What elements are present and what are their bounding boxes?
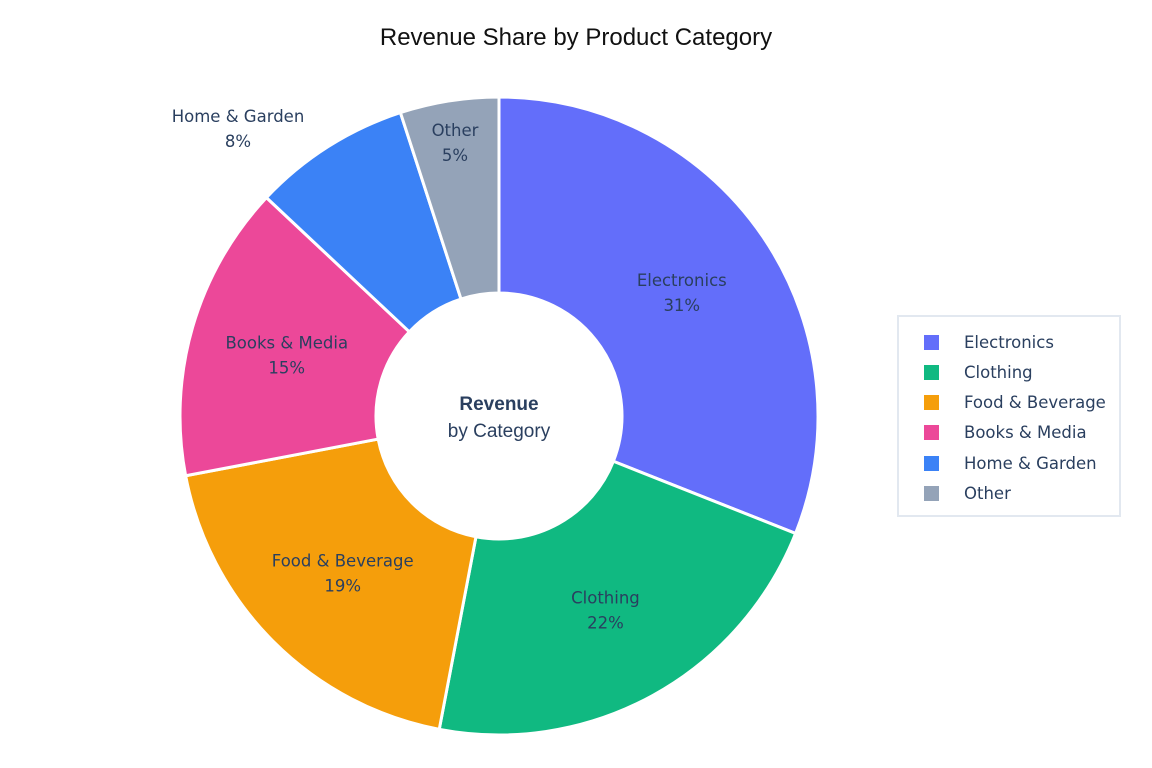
slice-label-name: Electronics — [637, 271, 727, 290]
legend-label: Clothing — [964, 362, 1033, 382]
slice-label-percent: 5% — [442, 146, 468, 165]
slice-label-percent: 31% — [663, 296, 700, 315]
legend-item-home-garden[interactable]: Home & Garden — [899, 451, 1097, 475]
legend-swatch — [924, 334, 939, 350]
legend-label: Electronics — [964, 332, 1054, 352]
slice-food-beverage[interactable] — [183, 437, 478, 732]
slice-electronics[interactable] — [497, 95, 820, 536]
slice-label-percent: 19% — [324, 576, 361, 595]
slice-label-name: Clothing — [571, 589, 640, 608]
legend-swatch — [924, 455, 939, 471]
legend-item-books-media[interactable]: Books & Media — [899, 421, 1087, 445]
slice-label-name: Home & Garden — [172, 107, 305, 126]
slice-label-percent: 8% — [225, 132, 251, 151]
legend-label: Books & Media — [964, 423, 1087, 443]
slice-books-media[interactable] — [178, 195, 412, 478]
slice-label-name: Books & Media — [225, 333, 348, 352]
legend-swatch — [924, 486, 939, 501]
slice-label-books-media: Books & Media 15% — [225, 333, 348, 377]
center-text-title: Revenue — [459, 394, 538, 415]
slice-label-name: Other — [432, 121, 479, 140]
slice-other[interactable] — [398, 95, 501, 301]
legend-item-food-beverage[interactable]: Food & Beverage — [899, 391, 1106, 415]
chart-title: Revenue Share by Product Category — [379, 24, 773, 51]
slice-clothing[interactable] — [437, 459, 798, 737]
legend-label: Other — [964, 484, 1011, 503]
legend-label: Food & Beverage — [964, 393, 1106, 413]
slice-label-other: Other 5% — [432, 121, 479, 165]
slice-label-food-beverage: Food & Beverage 19% — [272, 551, 414, 595]
legend-swatch — [924, 364, 939, 380]
legend-item-clothing[interactable]: Clothing — [899, 360, 1033, 384]
legend-item-electronics[interactable]: Electronics — [899, 330, 1054, 354]
slice-label-electronics: Electronics 31% — [637, 271, 727, 315]
slice-label-name: Food & Beverage — [272, 551, 414, 570]
slice-label-percent: 22% — [587, 614, 624, 633]
legend-item-other[interactable]: Other — [899, 482, 1011, 506]
legend: Electronics Clothing Food & Beverage Books … — [897, 315, 1121, 517]
legend-swatch — [924, 425, 939, 441]
legend-label: Home & Garden — [964, 453, 1097, 473]
slice-label-percent: 15% — [268, 358, 305, 377]
slice-label-home-garden: Home & Garden 8% — [172, 107, 305, 151]
slice-label-clothing: Clothing 22% — [571, 589, 640, 633]
legend-swatch — [924, 395, 939, 411]
center-text-subtitle: by Category — [448, 421, 551, 442]
